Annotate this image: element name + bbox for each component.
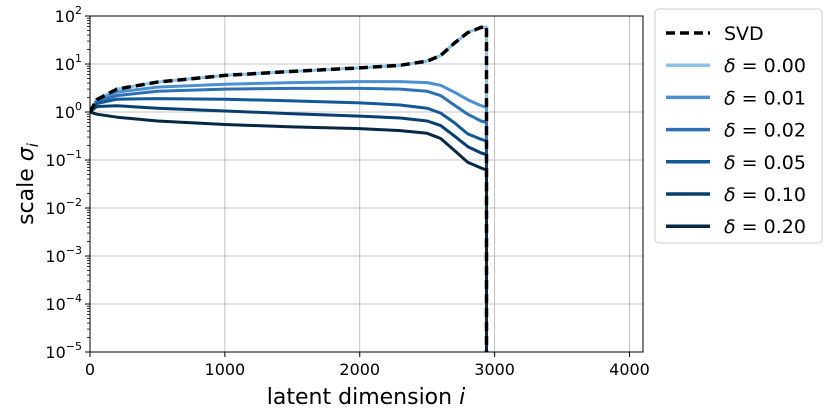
series-line--0-05 — [90, 97, 488, 352]
series-line--0-01 — [90, 80, 488, 352]
legend-label: δ = 0.02 — [724, 120, 806, 142]
ticks: 0 1000 2000 3000 4000 102 101 100 10−1 10−2 10−3 10… — [45, 4, 649, 379]
legend-label: δ = 0.05 — [724, 152, 806, 174]
y-tick-label: 10−1 — [45, 148, 82, 170]
legend-label: δ = 0.10 — [724, 184, 806, 206]
y-axis-label: scale σi — [14, 142, 42, 225]
y-tick-label: 10−4 — [45, 292, 82, 314]
plot-frame — [89, 15, 644, 353]
grid — [89, 15, 643, 353]
legend-label: δ = 0.20 — [724, 216, 806, 238]
x-tick-label: 1000 — [205, 360, 246, 379]
y-tick-label: 102 — [55, 4, 82, 26]
legend-label: SVD — [724, 23, 764, 45]
x-axis-label: latent dimension i — [267, 385, 465, 410]
x-tick-label: 2000 — [339, 360, 380, 379]
series-layer — [90, 24, 489, 352]
legend-label: δ = 0.00 — [724, 55, 806, 77]
y-tick-label: 10−3 — [45, 244, 82, 266]
y-tick-label: 100 — [55, 100, 82, 122]
y-tick-label: 10−2 — [45, 196, 82, 218]
y-tick-label: 10−5 — [45, 340, 82, 362]
series-line--0-10 — [90, 104, 488, 352]
y-tick-label: 101 — [55, 52, 82, 74]
legend-label: δ = 0.01 — [724, 87, 806, 109]
legend-frame — [654, 8, 823, 244]
series-line--0-20 — [90, 110, 488, 352]
series-line-svd — [90, 24, 489, 352]
x-tick-label: 4000 — [609, 360, 650, 379]
legend: SVD δ = 0.00 δ = 0.01 δ = 0.02 δ = 0.05 δ = 0… — [654, 8, 823, 244]
series-line--0-02 — [90, 86, 488, 352]
x-tick-label: 3000 — [474, 360, 515, 379]
x-tick-label: 0 — [85, 360, 95, 379]
plot-background — [90, 16, 643, 352]
